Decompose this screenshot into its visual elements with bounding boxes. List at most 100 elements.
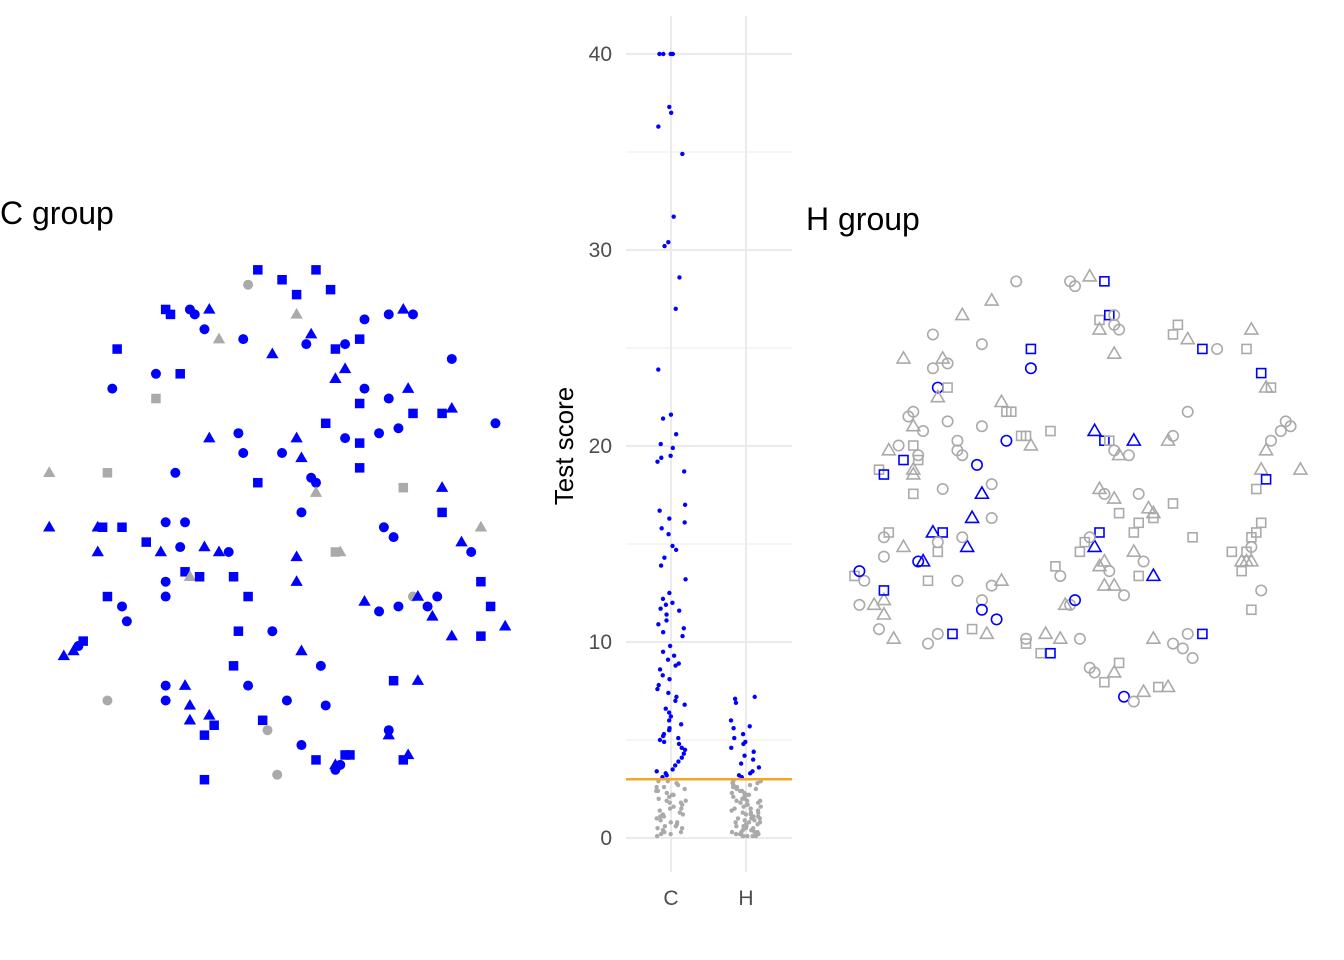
c-group-point xyxy=(262,725,273,736)
score-point-h xyxy=(755,829,760,835)
c-group-points xyxy=(43,265,512,785)
c-group-point xyxy=(466,547,477,557)
c-group-point xyxy=(183,698,197,710)
c-group-point xyxy=(354,463,365,473)
c-group-point xyxy=(183,570,197,581)
c-group-point xyxy=(43,466,56,478)
h-group-point xyxy=(978,625,995,640)
score-point-c xyxy=(667,590,672,596)
c-group-point xyxy=(455,535,468,547)
score-point-h xyxy=(745,833,750,839)
h-group-point xyxy=(1167,329,1179,340)
h-group-point xyxy=(1211,342,1224,355)
c-group-point xyxy=(91,545,104,557)
c-group-point xyxy=(393,601,404,612)
score-point-c xyxy=(666,718,672,723)
score-point-c xyxy=(676,741,682,747)
h-group-point xyxy=(1187,532,1198,543)
c-group-point xyxy=(411,590,425,601)
h-group-point xyxy=(1045,425,1056,437)
c-group-point xyxy=(253,477,263,488)
score-point-c xyxy=(677,275,682,280)
h-group-point xyxy=(922,575,934,587)
h-group-point xyxy=(1265,382,1277,393)
h-group-point xyxy=(1086,538,1103,553)
score-point-c xyxy=(667,677,672,682)
c-group-point xyxy=(422,601,433,612)
score-point-h xyxy=(741,741,746,747)
c-group-point xyxy=(243,680,254,691)
score-point-c xyxy=(680,633,685,639)
h-group-point xyxy=(1226,546,1238,558)
score-point-h xyxy=(738,800,743,805)
c-group-point xyxy=(432,591,443,602)
c-group-point xyxy=(180,517,191,528)
h-group-point xyxy=(1140,499,1157,514)
c-group-point xyxy=(243,591,253,602)
h-group-point xyxy=(1251,483,1262,495)
score-point-c xyxy=(671,804,676,809)
score-point-h xyxy=(747,782,753,788)
score-point-c xyxy=(682,502,688,507)
score-point-h xyxy=(743,812,749,817)
h-group-point xyxy=(1160,678,1176,693)
h-group-point xyxy=(937,527,949,538)
c-group-point xyxy=(374,606,385,617)
score-point-h xyxy=(752,818,757,823)
c-group-point xyxy=(290,307,303,319)
c-group-point xyxy=(320,418,331,429)
h-group-point xyxy=(1167,637,1180,650)
h-group-point xyxy=(1172,319,1184,331)
h-group-point xyxy=(1125,432,1142,446)
score-point-c xyxy=(666,728,672,733)
h-group-point xyxy=(907,440,919,451)
h-group-point xyxy=(1160,432,1176,446)
h-group-point xyxy=(974,485,990,500)
h-group-point xyxy=(985,511,998,524)
x-tick-label: H xyxy=(738,887,753,910)
score-point-h xyxy=(729,808,734,813)
h-group-point xyxy=(1153,681,1164,693)
c-group-point xyxy=(199,774,210,785)
score-point-c xyxy=(664,798,669,803)
h-group-point xyxy=(1260,474,1272,485)
h-group-point xyxy=(892,439,905,452)
h-group-point xyxy=(1284,420,1297,433)
score-point-c xyxy=(662,555,667,560)
c-group-point xyxy=(383,309,394,320)
c-group-point xyxy=(295,644,308,656)
h-group-point xyxy=(985,478,998,491)
score-point-h xyxy=(729,790,735,796)
score-point-c xyxy=(664,612,669,617)
h-group-point xyxy=(941,357,954,370)
score-point-c xyxy=(655,788,661,794)
h-group-point xyxy=(853,598,866,611)
c-group-point xyxy=(330,764,341,775)
score-point-h xyxy=(750,826,756,831)
h-group-point xyxy=(1099,676,1110,688)
c-group-point xyxy=(445,629,458,641)
h-group-point xyxy=(876,591,892,606)
c-group-point xyxy=(189,309,200,320)
c-group-point xyxy=(330,344,341,354)
h-group-point xyxy=(1020,430,1032,442)
c-group-point xyxy=(160,304,171,315)
score-point-c xyxy=(668,714,674,719)
c-group-point xyxy=(358,595,371,606)
y-axis-title: Test score xyxy=(549,387,579,506)
c-group-point xyxy=(397,302,410,314)
c-group-point xyxy=(437,408,447,419)
y-tick-label: 20 xyxy=(589,435,612,458)
c-group-point xyxy=(383,393,394,404)
h-group-point xyxy=(947,628,958,640)
h-group-point xyxy=(951,574,964,587)
score-point-c xyxy=(658,831,664,837)
h-group-point xyxy=(907,405,920,418)
c-group-point xyxy=(315,660,326,671)
score-point-c xyxy=(658,441,663,447)
score-point-c xyxy=(679,755,685,760)
h-group-point xyxy=(1181,627,1194,640)
h-group-point xyxy=(895,538,912,553)
c-group-point xyxy=(160,576,171,587)
score-point-c xyxy=(667,643,673,649)
